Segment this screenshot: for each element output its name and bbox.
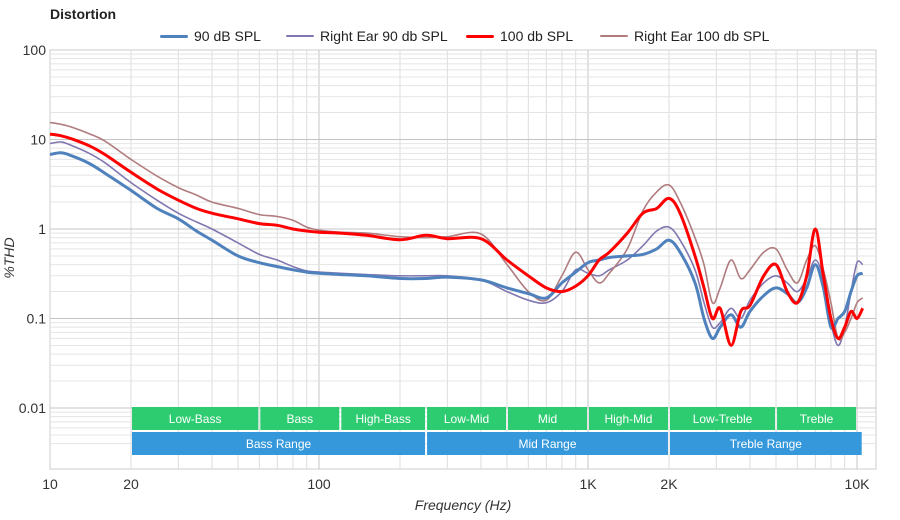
band-label-high-bass: High-Bass bbox=[355, 412, 410, 426]
axes: 100 10 1 0.1 0.01 10 20 100 1K 2K 10K bbox=[19, 42, 870, 492]
plot-area bbox=[49, 49, 877, 470]
legend-swatch-90db bbox=[160, 34, 188, 38]
band-mid bbox=[508, 407, 587, 430]
band-label-high-mid: High-Mid bbox=[604, 412, 652, 426]
legend-label-100db: 100 db SPL bbox=[500, 28, 574, 44]
band-label-treble: Treble bbox=[800, 412, 834, 426]
band-low-treble bbox=[669, 407, 776, 430]
series-line-right-ear-90-db-spl bbox=[49, 141, 864, 347]
x-tick-label: 2K bbox=[660, 476, 678, 492]
legend-item-100db[interactable]: 100 db SPL bbox=[466, 27, 573, 45]
legend-item-right-ear-100db[interactable]: Right Ear 100 db SPL bbox=[600, 27, 769, 45]
chart-title: Distortion bbox=[50, 6, 117, 22]
legend: 90 dB SPL Right Ear 90 db SPL 100 db SPL… bbox=[0, 27, 900, 45]
legend-swatch-right-ear-90db bbox=[286, 35, 314, 37]
legend-swatch-100db bbox=[466, 34, 494, 38]
band-label-mid-range: Mid Range bbox=[518, 437, 576, 451]
band-high-mid bbox=[589, 407, 668, 430]
band-label-low-mid: Low-Mid bbox=[444, 412, 489, 426]
band-low-mid bbox=[427, 407, 507, 430]
frequency-bands: Low-Bass Bass High-Bass Low-Mid Mid High-Mid L… bbox=[131, 407, 862, 455]
band-bass bbox=[260, 407, 340, 430]
band-treble bbox=[777, 407, 856, 430]
legend-item-right-ear-90db[interactable]: Right Ear 90 db SPL bbox=[286, 27, 448, 45]
legend-swatch-right-ear-100db bbox=[600, 35, 628, 37]
x-tick-label: 10 bbox=[42, 476, 58, 492]
band-label-bass: Bass bbox=[286, 412, 313, 426]
x-axis-title: Frequency (Hz) bbox=[415, 497, 511, 513]
band-low-bass bbox=[131, 407, 259, 430]
legend-label-right-ear-90db: Right Ear 90 db SPL bbox=[320, 28, 448, 44]
band-high-bass bbox=[341, 407, 426, 430]
band-mid-range bbox=[427, 432, 668, 455]
series-line-right-ear-100-db-spl bbox=[49, 121, 864, 341]
series-lines bbox=[49, 121, 865, 347]
legend-item-90db[interactable]: 90 dB SPL bbox=[160, 27, 261, 45]
legend-label-right-ear-100db: Right Ear 100 db SPL bbox=[634, 28, 770, 44]
y-tick-label: 0.01 bbox=[19, 400, 46, 416]
series-line-100-db-spl bbox=[49, 132, 865, 347]
y-axis-title: %THD bbox=[1, 237, 17, 278]
legend-label-90db: 90 dB SPL bbox=[194, 28, 261, 44]
band-label-treble-range: Treble Range bbox=[730, 437, 803, 451]
band-bass-range bbox=[131, 432, 426, 455]
x-tick-label: 100 bbox=[307, 476, 331, 492]
y-tick-label: 100 bbox=[23, 42, 47, 58]
band-treble-range bbox=[669, 432, 862, 455]
y-tick-label: 0.1 bbox=[27, 311, 47, 327]
x-tick-label: 20 bbox=[123, 476, 139, 492]
grid bbox=[49, 49, 877, 470]
band-label-bass-range: Bass Range bbox=[246, 437, 312, 451]
x-tick-label: 1K bbox=[579, 476, 597, 492]
y-tick-label: 1 bbox=[38, 221, 46, 237]
y-tick-label: 10 bbox=[30, 132, 46, 148]
band-label-mid: Mid bbox=[538, 412, 557, 426]
band-label-low-bass: Low-Bass bbox=[169, 412, 222, 426]
band-label-low-treble: Low-Treble bbox=[693, 412, 753, 426]
x-tick-label: 10K bbox=[845, 476, 871, 492]
